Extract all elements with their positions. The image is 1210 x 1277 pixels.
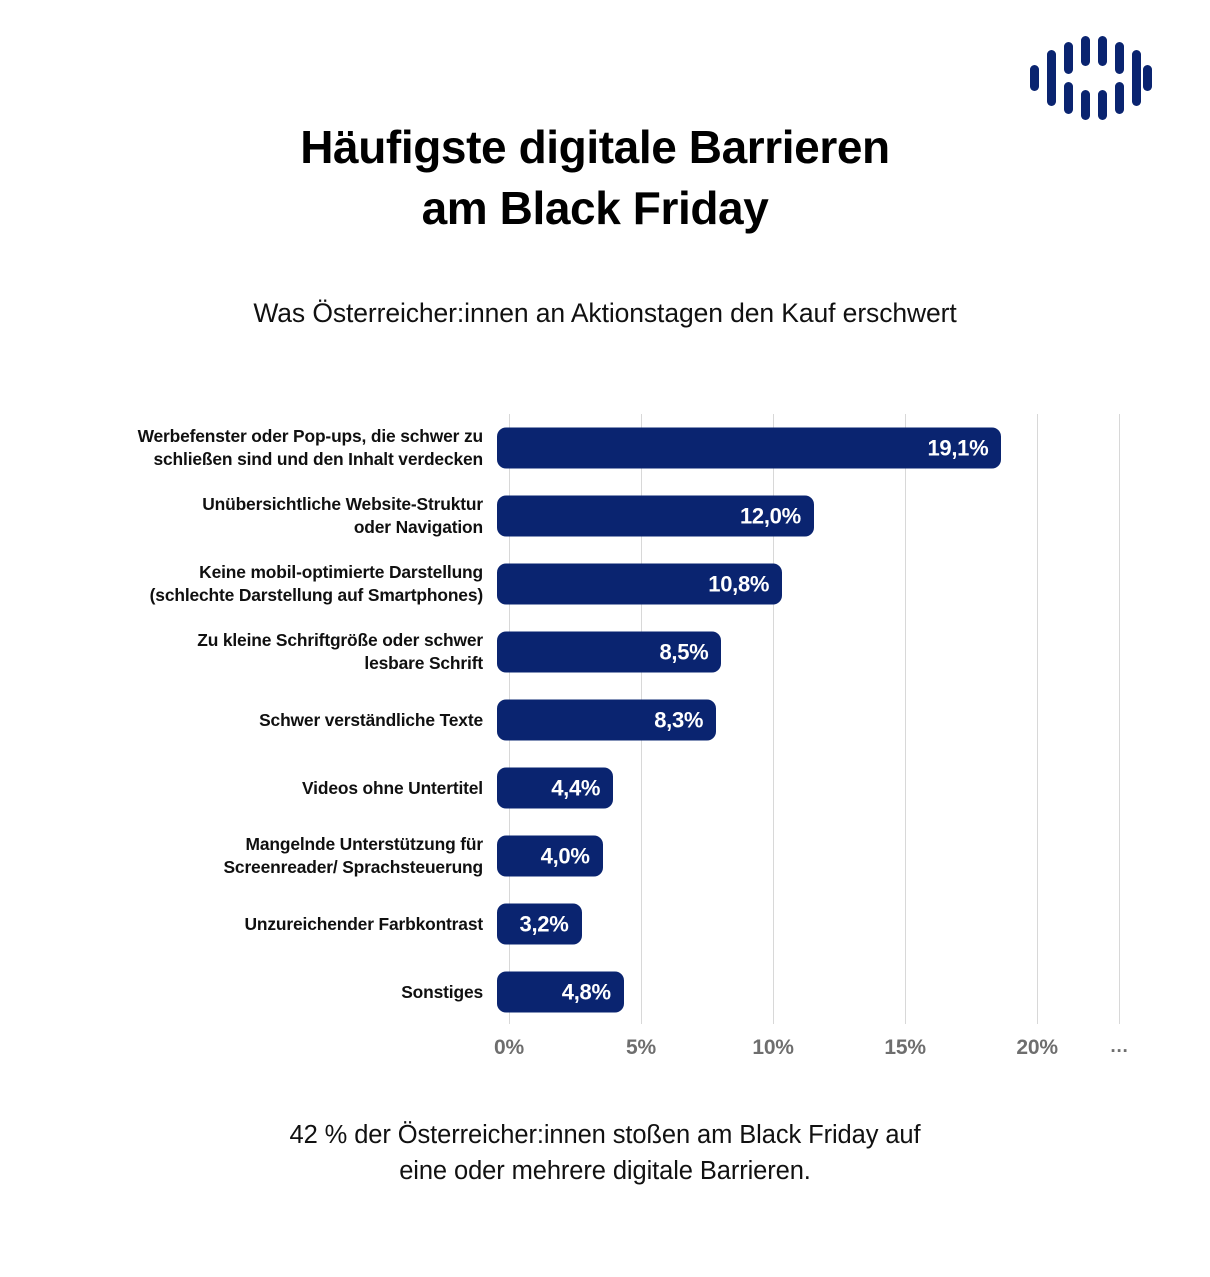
category-label-line: Werbefenster oder Pop-ups, die schwer zu xyxy=(137,426,484,447)
sound-wave-circle-logo xyxy=(1030,34,1152,122)
gridline-15pct xyxy=(905,414,907,1024)
category-label: Unzureichender Farbkontrast xyxy=(0,913,497,936)
category-label-line: Videos ohne Untertitel xyxy=(302,777,483,798)
bar-value-label: 12,0% xyxy=(739,503,801,528)
bar[interactable]: 10,8% xyxy=(497,563,783,605)
bar[interactable]: 4,4% xyxy=(497,767,614,809)
footer-note-line-2: eine oder mehrere digitale Barrieren. xyxy=(399,1156,811,1185)
footer-note: 42 % der Österreicher:innen stoßen am Bl… xyxy=(0,1118,1210,1189)
x-axis-tick-label: 5% xyxy=(626,1036,657,1059)
page-title-line-2: am Black Friday xyxy=(421,181,769,234)
bar[interactable]: 8,3% xyxy=(497,699,717,741)
chart-row: Sonstiges 4,8% xyxy=(0,958,1210,1026)
chart-row: Videos ohne Untertitel 4,4% xyxy=(0,754,1210,822)
chart-row: Schwer verständliche Texte 8,3% xyxy=(0,686,1210,754)
category-label: Keine mobil-optimierte Darstellung (schle… xyxy=(0,561,497,606)
bar-track: 4,4% xyxy=(497,754,1210,822)
category-label-line: Screenreader/ Sprachsteuerung xyxy=(223,857,483,877)
category-label-line: Unübersichtliche Website-Struktur xyxy=(202,494,483,515)
x-axis-tick-label: 20% xyxy=(1016,1036,1058,1059)
gridline-20pct xyxy=(1037,414,1039,1024)
bar-value-label: 8,5% xyxy=(659,639,709,664)
x-axis-tick-label: 10% xyxy=(752,1036,794,1059)
category-label-line: (schlechte Darstellung auf Smartphones) xyxy=(149,585,483,605)
chart-row: Mangelnde Unterstützung für Screenreader/… xyxy=(0,822,1210,890)
bar-track: 4,0% xyxy=(497,822,1210,890)
chart-row: Werbefenster oder Pop-ups, die schwer zu… xyxy=(0,414,1210,482)
category-label: Mangelnde Unterstützung für Screenreader/… xyxy=(0,833,497,878)
x-axis-tick-label: 0% xyxy=(494,1036,524,1059)
bar-track: 19,1% xyxy=(497,414,1210,482)
category-label-line: Schwer verständliche Texte xyxy=(259,709,483,730)
bar-chart: Werbefenster oder Pop-ups, die schwer zu… xyxy=(0,414,1210,1024)
chart-row: Unzureichender Farbkontrast 3,2% xyxy=(0,890,1210,958)
category-label: Schwer verständliche Texte xyxy=(0,709,497,732)
category-label-line: lesbare Schrift xyxy=(364,653,483,673)
category-label-line: Unzureichender Farbkontrast xyxy=(244,913,483,934)
category-label-line: Zu kleine Schriftgröße oder schwer xyxy=(197,630,483,651)
bar-track: 8,5% xyxy=(497,618,1210,686)
bar-value-label: 10,8% xyxy=(708,571,770,596)
bar-value-label: 4,8% xyxy=(561,979,611,1004)
chart-row: Unübersichtliche Website-Struktur oder Na… xyxy=(0,482,1210,550)
category-label: Sonstiges xyxy=(0,981,497,1004)
chart-row: Keine mobil-optimierte Darstellung (schle… xyxy=(0,550,1210,618)
category-label-line: Mangelnde Unterstützung für xyxy=(245,834,484,855)
bar[interactable]: 4,8% xyxy=(497,971,624,1013)
bar-track: 8,3% xyxy=(497,686,1210,754)
chart-x-axis: 0% 5% 10% 15% 20% … xyxy=(0,1036,1210,1066)
bar-value-label: 4,0% xyxy=(540,843,590,868)
page-title: Häufigste digitale Barrieren am Black Fr… xyxy=(0,117,1190,238)
category-label-line: oder Navigation xyxy=(353,517,483,537)
bar-value-label: 8,3% xyxy=(654,707,704,732)
bar-value-label: 19,1% xyxy=(927,435,989,460)
bar-value-label: 4,4% xyxy=(551,775,601,800)
bar[interactable]: 3,2% xyxy=(497,903,582,945)
category-label: Werbefenster oder Pop-ups, die schwer zu… xyxy=(0,425,497,470)
category-label: Unübersichtliche Website-Struktur oder Na… xyxy=(0,493,497,538)
gridline-10pct xyxy=(773,414,775,1024)
category-label: Videos ohne Untertitel xyxy=(0,777,497,800)
bar-track: 3,2% xyxy=(497,890,1210,958)
gridline-… xyxy=(1119,414,1120,1024)
category-label-line: Keine mobil-optimierte Darstellung xyxy=(199,562,483,583)
page-subtitle: Was Österreicher:innen an Aktionstagen d… xyxy=(253,298,957,328)
category-label-line: schließen sind und den Inhalt verdecken xyxy=(153,449,484,469)
category-label-line: Sonstiges xyxy=(401,981,483,1002)
bar-track: 12,0% xyxy=(497,482,1210,550)
bar-track: 4,8% xyxy=(497,958,1210,1026)
footer-note-line-1: 42 % der Österreicher:innen stoßen am Bl… xyxy=(289,1121,921,1149)
x-axis-tick-label: … xyxy=(1109,1036,1129,1057)
bar[interactable]: 8,5% xyxy=(497,631,722,673)
page-title-line-1: Häufigste digitale Barrieren xyxy=(300,121,890,173)
bar-track: 10,8% xyxy=(497,550,1210,618)
bar[interactable]: 12,0% xyxy=(497,495,814,537)
chart-rows: Werbefenster oder Pop-ups, die schwer zu… xyxy=(0,414,1210,1024)
chart-row: Zu kleine Schriftgröße oder schwer lesbar… xyxy=(0,618,1210,686)
category-label: Zu kleine Schriftgröße oder schwer lesbar… xyxy=(0,629,497,674)
x-axis-tick-label: 15% xyxy=(884,1036,926,1059)
bar[interactable]: 19,1% xyxy=(497,427,1002,469)
bar[interactable]: 4,0% xyxy=(497,835,603,877)
bar-value-label: 3,2% xyxy=(519,911,569,936)
